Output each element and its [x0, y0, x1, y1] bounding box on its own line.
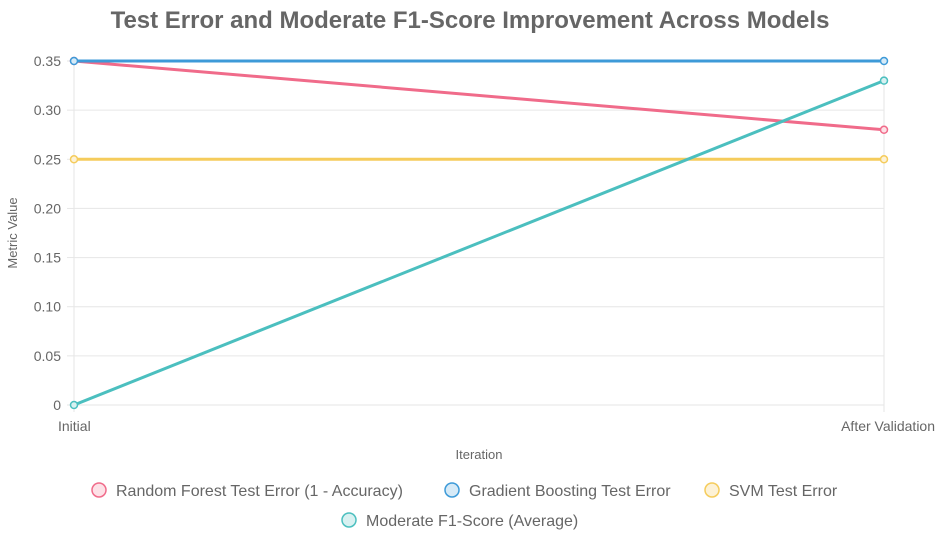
series-lines — [69, 56, 889, 410]
y-tick-label: 0.25 — [34, 151, 61, 167]
y-axis-ticks: 0 0.05 0.10 0.15 0.20 0.25 0.30 0.35 — [34, 53, 61, 413]
data-point[interactable] — [69, 155, 79, 164]
legend-item-3[interactable]: Moderate F1-Score (Average) — [341, 512, 578, 530]
series-line-0 — [73, 59, 885, 132]
y-tick-label: 0.10 — [34, 299, 61, 315]
data-point[interactable] — [879, 125, 889, 135]
y-tick-label: 0.35 — [34, 53, 61, 69]
legend-swatch — [444, 482, 460, 498]
series-line-3 — [73, 79, 885, 407]
y-tick-label: 0.20 — [34, 200, 61, 216]
y-axis-label: Metric Value — [5, 197, 20, 268]
legend-swatch — [91, 482, 107, 498]
legend-label: Moderate F1-Score (Average) — [366, 513, 578, 530]
x-axis-label: Iteration — [456, 447, 503, 462]
x-tick-label: After Validation — [841, 418, 935, 434]
legend-label: Gradient Boosting Test Error — [469, 483, 671, 500]
data-point[interactable] — [69, 56, 79, 66]
x-axis-ticks: Initial After Validation — [58, 418, 935, 434]
data-point[interactable] — [69, 400, 79, 410]
legend-item-0[interactable]: Random Forest Test Error (1 - Accuracy) — [91, 482, 403, 500]
legend-swatch — [704, 482, 720, 498]
data-point[interactable] — [879, 56, 889, 66]
chart-title: Test Error and Moderate F1-Score Improve… — [111, 7, 830, 34]
y-tick-label: 0.05 — [34, 348, 61, 364]
legend-swatch — [341, 512, 357, 528]
legend-item-1[interactable]: Gradient Boosting Test Error — [444, 482, 671, 500]
legend-label: SVM Test Error — [729, 483, 838, 500]
legend-item-2[interactable]: SVM Test Error — [704, 482, 838, 500]
data-point[interactable] — [879, 155, 889, 164]
legend: Random Forest Test Error (1 - Accuracy) G… — [91, 482, 838, 530]
y-tick-label: 0.30 — [34, 102, 61, 118]
x-tick-label: Initial — [58, 418, 91, 434]
legend-label: Random Forest Test Error (1 - Accuracy) — [116, 483, 403, 500]
data-point[interactable] — [879, 76, 889, 85]
y-tick-label: 0.15 — [34, 250, 61, 266]
y-tick-label: 0 — [53, 397, 61, 413]
